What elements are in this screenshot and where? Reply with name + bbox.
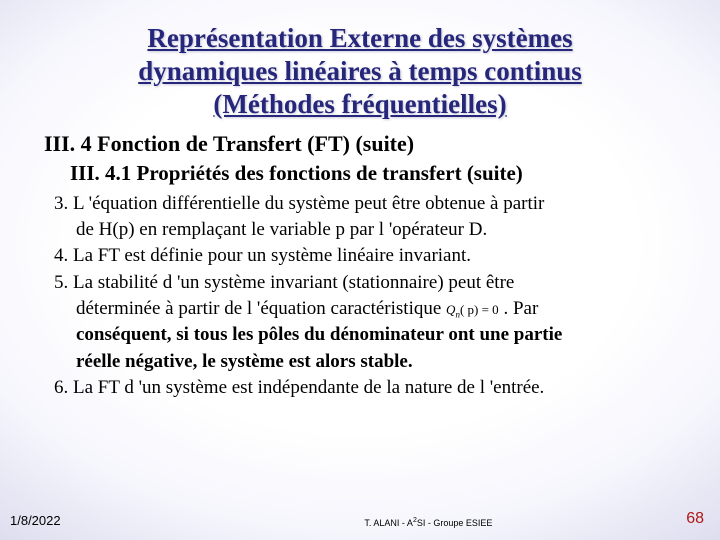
title-line-3: (Méthodes fréquentielles) (213, 89, 506, 119)
section-heading: III. 4 Fonction de Transfert (FT) (suite… (44, 131, 688, 157)
item-3-line-2: de H(p) en remplaçant le variable p par … (54, 218, 678, 242)
item-6: 6. La FT d 'un système est indépendante … (54, 376, 678, 400)
title-line-2: dynamiques linéaires à temps continus (138, 56, 582, 86)
title-line-1: Représentation Externe des systèmes (147, 23, 572, 53)
slide-content: Représentation Externe des systèmes dyna… (0, 0, 720, 540)
subsection-heading: III. 4.1 Propriétés des fonctions de tra… (70, 161, 688, 186)
item-5-line-2: déterminée à partir de l 'équation carac… (54, 297, 678, 321)
item-4: 4. La FT est définie pour un système lin… (54, 244, 678, 268)
item-3-line-1: 3. L 'équation différentielle du système… (54, 192, 678, 216)
equation-qn: Qn( p) = 0 (446, 302, 499, 317)
item-5-line-2-pre: déterminée à partir de l 'équation carac… (76, 298, 446, 319)
slide-title: Représentation Externe des systèmes dyna… (32, 22, 688, 121)
footer-date: 1/8/2022 (10, 513, 61, 528)
page-number: 68 (686, 510, 704, 528)
item-5-line-3: conséquent, si tous les pôles du dénomin… (54, 323, 678, 347)
item-5-line-1: 5. La stabilité d 'un système invariant … (54, 271, 678, 295)
footer: 1/8/2022 T. ALANI - A2SI - Groupe ESIEE … (0, 510, 720, 528)
footer-author: T. ALANI - A2SI - Groupe ESIEE (171, 517, 687, 528)
item-5-line-4: réelle négative, le système est alors st… (54, 350, 678, 374)
body-text: 3. L 'équation différentielle du système… (54, 192, 678, 401)
item-5-line-2-post: . Par (499, 298, 539, 319)
